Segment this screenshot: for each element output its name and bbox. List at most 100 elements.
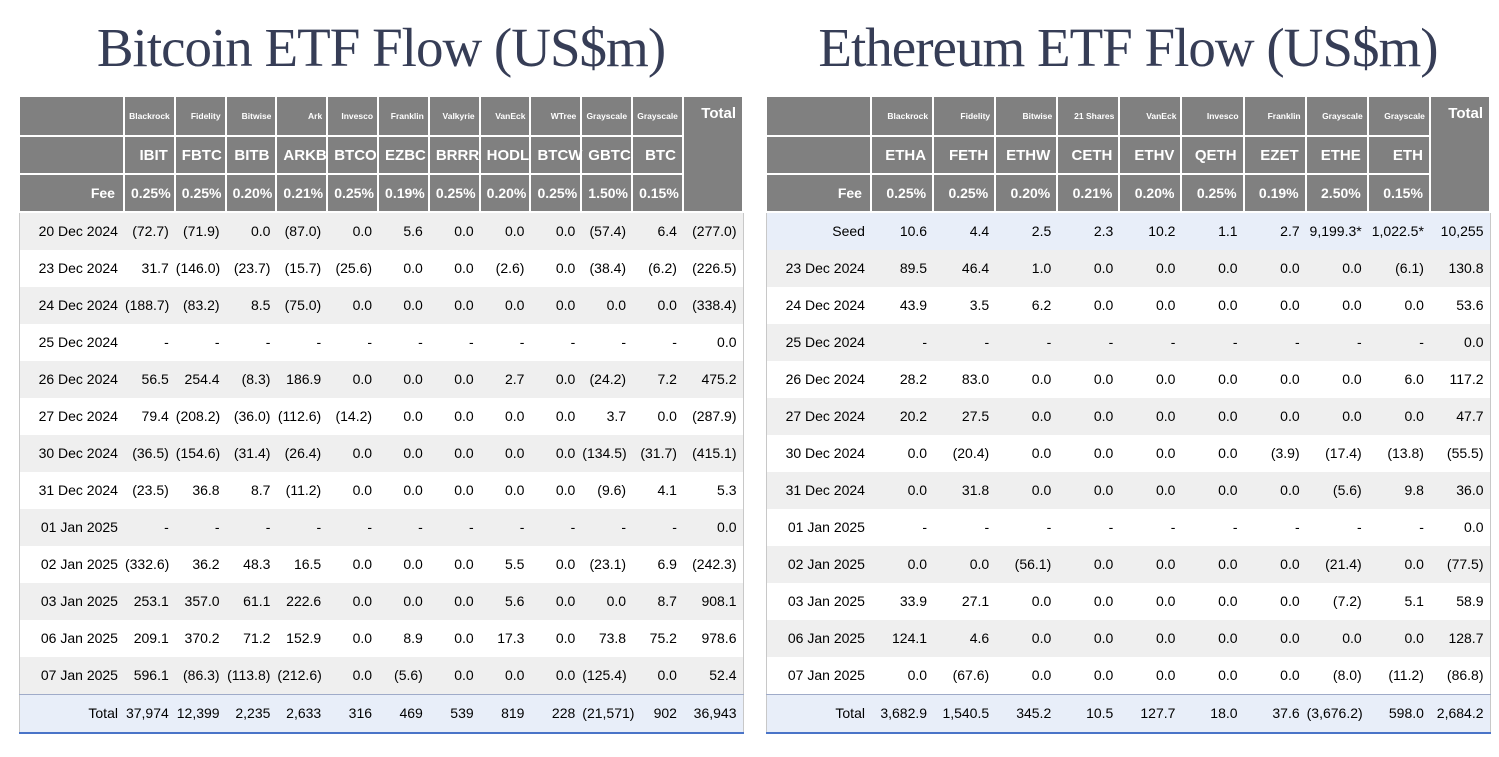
corner-cell [765, 95, 872, 137]
value-cell: - [468, 519, 474, 535]
value-cell: 0.0 [352, 445, 373, 461]
value-cell: 0.0 [1155, 667, 1176, 683]
row-total-cell: 0.0 [1464, 519, 1484, 535]
bitcoin-etf-table: Blackrock Fidelity Bitwise Ark Invesco Frankl… [18, 95, 745, 734]
value-cell: (208.2) [175, 408, 221, 424]
value-cell: - [1108, 334, 1114, 350]
value-cell: - [418, 334, 423, 350]
value-cell: (5.6) [1332, 482, 1362, 498]
value-cell: - [367, 519, 373, 535]
value-cell: 0.0 [454, 556, 474, 572]
total-value-cell: 127.7 [1140, 705, 1176, 721]
value-cell: - [519, 519, 525, 535]
value-cell: (86.3) [183, 667, 220, 683]
value-cell: 0.0 [1093, 408, 1114, 424]
value-cell: 0.0 [505, 223, 525, 239]
value-cell: 33.9 [899, 593, 928, 609]
value-cell: 0.0 [1280, 371, 1300, 387]
value-cell: (36.0) [233, 408, 271, 424]
value-cell: 0.0 [403, 556, 423, 572]
ticker-header-row: ETHA FETH ETHW CETH ETHV QETH EZET ETHE ETH [765, 135, 1490, 175]
value-cell: 31.8 [961, 482, 990, 498]
value-cell: - [1046, 334, 1052, 350]
value-cell: 0.0 [1155, 371, 1176, 387]
table-row: 06 Jan 2025 209.1 370.2 71.2 152.9 0.0 8.9 0.0 1… [19, 620, 743, 657]
provider-label: Blackrock [869, 95, 935, 137]
total-value-cell: 598.0 [1388, 705, 1424, 721]
provider-header-row: Blackrock Fidelity Bitwise Ark Invesco Frankl… [18, 95, 745, 213]
value-cell: 1.1 [1218, 223, 1238, 239]
row-total-cell: (287.9) [692, 408, 737, 424]
value-cell: 27.1 [961, 593, 990, 609]
value-cell: 0.0 [1280, 260, 1300, 276]
provider-label: Fidelity [173, 95, 227, 137]
value-cell: 0.0 [1093, 297, 1114, 313]
ticker-label: FBTC [173, 135, 227, 175]
row-total-cell: 36.0 [1456, 482, 1484, 498]
value-cell: 0.0 [403, 371, 423, 387]
value-cell: 0.0 [1218, 371, 1238, 387]
value-cell: 370.2 [184, 630, 220, 646]
row-total-cell: 10,255 [1440, 223, 1484, 239]
value-cell: (26.4) [284, 445, 322, 461]
value-cell: 253.1 [133, 593, 169, 609]
ticker-label: ETHA [869, 135, 935, 175]
value-cell: 0.0 [454, 482, 474, 498]
value-cell: 0.0 [1218, 630, 1238, 646]
fee-row: Fee 0.25% 0.25% 0.20% 0.21% 0.20% 0.25% 0.19% 2.… [765, 173, 1490, 213]
value-cell: 6.2 [1031, 297, 1052, 313]
provider-header-row: Blackrock Fidelity Bitwise 21 Shares VanEck I… [765, 95, 1492, 213]
table-row: 07 Jan 2025 596.1 (86.3) (113.8) (212.6) 0.0 (… [19, 657, 743, 695]
value-cell: 0.0 [352, 630, 373, 646]
table-row: 31 Dec 2024 0.0 31.8 0.0 0.0 0.0 0.0 0.0 (5.6) 9.… [766, 472, 1490, 509]
table-row: 25 Dec 2024 - - - - - - - - - - - 0.0 [19, 324, 743, 361]
fee-value: 0.15% [631, 173, 684, 213]
etf-flow-dashboard: Bitcoin ETF Flow (US$m) Blackrock Fidelit… [18, 0, 1492, 734]
value-cell: 8.9 [403, 630, 423, 646]
table-row: 27 Dec 2024 79.4 (208.2) (36.0) (112.6) (14.2… [19, 398, 743, 435]
value-cell: 0.0 [1155, 482, 1176, 498]
value-cell: 0.0 [1155, 630, 1176, 646]
value-cell: (11.2) [285, 482, 322, 498]
value-cell: 0.0 [1404, 408, 1424, 424]
value-cell: 0.0 [403, 260, 423, 276]
total-value-cell: (21,571) [582, 705, 635, 721]
value-cell: (67.6) [952, 667, 990, 683]
ticker-label: EZBC [377, 135, 430, 175]
total-column-header: Total [1428, 95, 1492, 213]
ticker-label: GBTC [580, 135, 634, 175]
value-cell: (125.4) [582, 667, 627, 683]
value-cell: 0.0 [403, 445, 423, 461]
value-cell: 0.0 [505, 667, 525, 683]
ticker-label: ETHE [1304, 135, 1369, 175]
value-cell: 0.0 [505, 408, 525, 424]
value-cell: - [621, 334, 627, 350]
row-total-cell: (226.5) [692, 260, 737, 276]
total-value-cell: 37.6 [1272, 705, 1300, 721]
total-column-header: Total [681, 95, 745, 213]
value-cell: (2.6) [495, 260, 525, 276]
value-cell: (25.6) [335, 260, 373, 276]
provider-label: Grayscale [1304, 95, 1369, 137]
value-cell: (31.4) [233, 445, 271, 461]
value-cell: - [164, 334, 169, 350]
value-cell: (17.4) [1325, 445, 1362, 461]
row-total-cell: 58.9 [1456, 593, 1484, 609]
value-cell: 0.0 [352, 556, 373, 572]
value-cell: 27.5 [961, 408, 990, 424]
value-cell: (36.5) [132, 445, 169, 461]
value-cell: 36.8 [192, 482, 220, 498]
bitcoin-panel: Bitcoin ETF Flow (US$m) Blackrock Fidelit… [18, 0, 745, 734]
value-cell: 0.0 [1280, 297, 1300, 313]
value-cell: 0.0 [555, 260, 576, 276]
total-value-cell: 902 [653, 705, 677, 721]
row-label: 01 Jan 2025 [40, 519, 118, 535]
fee-value: 1.50% [580, 173, 634, 213]
value-cell: 0.0 [505, 445, 525, 461]
table-row: 26 Dec 2024 56.5 254.4 (8.3) 186.9 0.0 0.0 0.0 2… [19, 361, 743, 398]
ethereum-etf-table: Blackrock Fidelity Bitwise 21 Shares VanEck I… [765, 95, 1492, 734]
value-cell: (9.6) [597, 482, 627, 498]
row-label: 25 Dec 2024 [38, 334, 118, 350]
value-cell: 0.0 [1280, 408, 1300, 424]
value-cell: 0.0 [1155, 593, 1176, 609]
